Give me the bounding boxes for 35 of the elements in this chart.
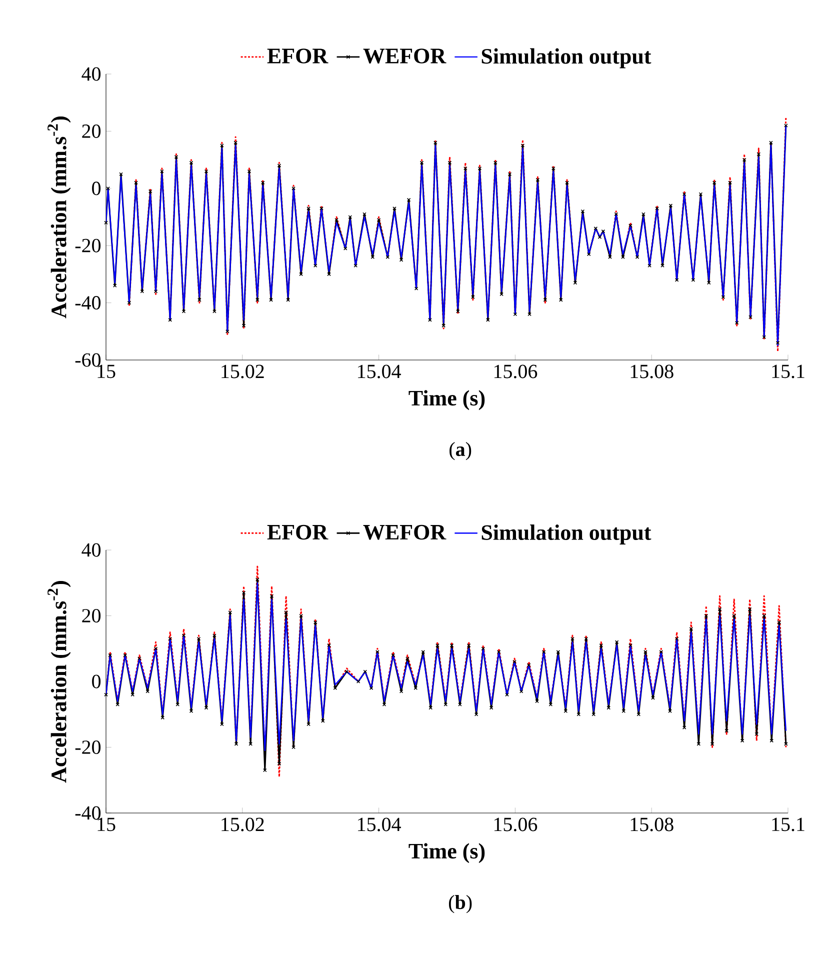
y-axis-title: Acceleration (mm.s$^{-2}$): [48, 116, 71, 318]
y-tick-label: -20: [75, 238, 101, 252]
x-tick-label: 15.06: [494, 364, 538, 378]
y-tick-label: 20: [82, 124, 101, 138]
x-tick-label: 15.08: [630, 364, 674, 378]
x-tick-label: 15.02: [222, 818, 264, 832]
x-axis-title: Time (s): [408, 843, 485, 864]
x-axis-title: Time (s): [408, 390, 485, 410]
y-tick-label: -60: [75, 353, 101, 367]
legend-label: EFOR: [267, 48, 328, 64]
x-tick-label: 15: [98, 364, 116, 378]
y-tick-label: 40: [82, 543, 101, 557]
legend-label: Simulation output: [482, 524, 652, 544]
x-tick-label: 15.1: [772, 364, 804, 378]
x-tick-label: 15.06: [494, 818, 538, 832]
legend-label: WEFOR: [363, 48, 446, 64]
y-tick-label: -20: [75, 740, 101, 754]
y-tick-label: 40: [82, 67, 101, 81]
y-tick-label: -40: [75, 296, 101, 310]
y-tick-label: 0: [92, 674, 101, 688]
x-tick-label: 15.1: [772, 818, 804, 832]
y-tick-label: 0: [92, 182, 101, 196]
x-tick-label: 15.04: [358, 818, 401, 832]
legend-label: EFOR: [267, 524, 328, 540]
y-axis-title: Acceleration (mm.s$^{-2}$): [48, 581, 71, 783]
x-tick-label: 15.08: [630, 818, 674, 832]
y-tick-label: -40: [75, 806, 101, 820]
x-tick-label: 15: [98, 818, 116, 832]
x-tick-label: 15.04: [358, 364, 401, 378]
y-tick-label: 20: [82, 609, 101, 622]
legend-label: Simulation output: [482, 48, 652, 68]
legend-label: WEFOR: [363, 524, 446, 540]
text: (b): [448, 895, 472, 914]
text: (a): [450, 442, 472, 460]
x-tick-label: 15.02: [222, 364, 264, 378]
